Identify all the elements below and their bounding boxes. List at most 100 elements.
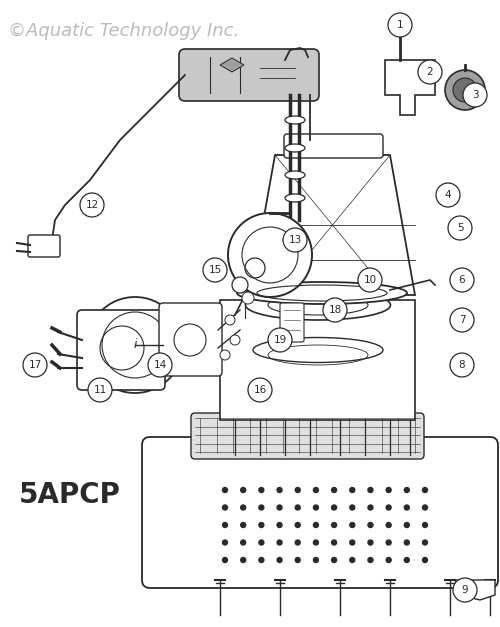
- Circle shape: [277, 505, 282, 510]
- Polygon shape: [250, 155, 415, 295]
- Ellipse shape: [285, 144, 305, 152]
- Circle shape: [448, 216, 472, 240]
- Circle shape: [453, 578, 477, 602]
- Ellipse shape: [285, 194, 305, 202]
- Polygon shape: [220, 300, 415, 420]
- Circle shape: [386, 540, 391, 545]
- Circle shape: [259, 488, 264, 492]
- Circle shape: [222, 522, 228, 527]
- Circle shape: [332, 488, 336, 492]
- Text: 17: 17: [28, 360, 42, 370]
- FancyBboxPatch shape: [191, 413, 424, 459]
- Circle shape: [323, 298, 347, 322]
- Circle shape: [240, 557, 246, 562]
- Circle shape: [422, 522, 428, 527]
- Text: 18: 18: [328, 305, 342, 315]
- Circle shape: [404, 540, 409, 545]
- Circle shape: [259, 540, 264, 545]
- FancyBboxPatch shape: [77, 310, 165, 390]
- Circle shape: [350, 505, 355, 510]
- Text: 5: 5: [456, 223, 464, 233]
- Circle shape: [386, 488, 391, 492]
- Circle shape: [368, 505, 373, 510]
- FancyBboxPatch shape: [284, 134, 383, 158]
- Circle shape: [422, 557, 428, 562]
- Circle shape: [314, 540, 318, 545]
- FancyBboxPatch shape: [142, 437, 498, 588]
- Text: i: i: [133, 339, 137, 352]
- Circle shape: [222, 488, 228, 492]
- Text: 9: 9: [462, 585, 468, 595]
- Text: ©Aquatic Technology Inc.: ©Aquatic Technology Inc.: [8, 22, 239, 40]
- Circle shape: [368, 540, 373, 545]
- Circle shape: [350, 522, 355, 527]
- Circle shape: [87, 297, 183, 393]
- Circle shape: [386, 522, 391, 527]
- Circle shape: [368, 522, 373, 527]
- Circle shape: [277, 540, 282, 545]
- Circle shape: [314, 557, 318, 562]
- Circle shape: [277, 557, 282, 562]
- Circle shape: [436, 183, 460, 207]
- Circle shape: [450, 268, 474, 292]
- Circle shape: [368, 488, 373, 492]
- Text: 13: 13: [288, 235, 302, 245]
- Circle shape: [332, 557, 336, 562]
- Text: 1: 1: [396, 20, 404, 30]
- Circle shape: [314, 505, 318, 510]
- Ellipse shape: [285, 116, 305, 124]
- Circle shape: [80, 193, 104, 217]
- Polygon shape: [455, 580, 495, 600]
- Circle shape: [277, 522, 282, 527]
- Circle shape: [368, 557, 373, 562]
- Text: 3: 3: [472, 90, 478, 100]
- Circle shape: [295, 522, 300, 527]
- FancyBboxPatch shape: [28, 235, 60, 257]
- Circle shape: [242, 292, 254, 304]
- Circle shape: [88, 378, 112, 402]
- Circle shape: [23, 353, 47, 377]
- Circle shape: [232, 277, 248, 293]
- Circle shape: [148, 353, 172, 377]
- Circle shape: [222, 505, 228, 510]
- Ellipse shape: [285, 171, 305, 179]
- Text: 15: 15: [208, 265, 222, 275]
- Circle shape: [248, 378, 272, 402]
- Circle shape: [386, 505, 391, 510]
- Text: 10: 10: [364, 275, 376, 285]
- Circle shape: [386, 557, 391, 562]
- Circle shape: [277, 488, 282, 492]
- Circle shape: [225, 315, 235, 325]
- Circle shape: [228, 213, 312, 297]
- Circle shape: [245, 258, 265, 278]
- Text: 14: 14: [154, 360, 166, 370]
- Circle shape: [220, 350, 230, 360]
- Text: 8: 8: [458, 360, 466, 370]
- Circle shape: [450, 353, 474, 377]
- Circle shape: [453, 78, 477, 102]
- Circle shape: [404, 557, 409, 562]
- Circle shape: [445, 70, 485, 110]
- FancyBboxPatch shape: [179, 49, 319, 101]
- Circle shape: [332, 505, 336, 510]
- Text: 5APCP: 5APCP: [19, 481, 121, 509]
- Text: 19: 19: [274, 335, 286, 345]
- Circle shape: [404, 505, 409, 510]
- Circle shape: [450, 308, 474, 332]
- FancyBboxPatch shape: [280, 303, 304, 342]
- Text: 7: 7: [458, 315, 466, 325]
- Circle shape: [388, 13, 412, 37]
- Circle shape: [230, 335, 240, 345]
- Circle shape: [240, 540, 246, 545]
- Circle shape: [422, 488, 428, 492]
- Circle shape: [240, 488, 246, 492]
- Circle shape: [240, 522, 246, 527]
- Text: 2: 2: [426, 67, 434, 77]
- Circle shape: [418, 60, 442, 84]
- Text: 12: 12: [86, 200, 98, 210]
- Circle shape: [332, 522, 336, 527]
- Circle shape: [268, 328, 292, 352]
- Circle shape: [422, 540, 428, 545]
- Circle shape: [463, 83, 487, 107]
- Circle shape: [358, 268, 382, 292]
